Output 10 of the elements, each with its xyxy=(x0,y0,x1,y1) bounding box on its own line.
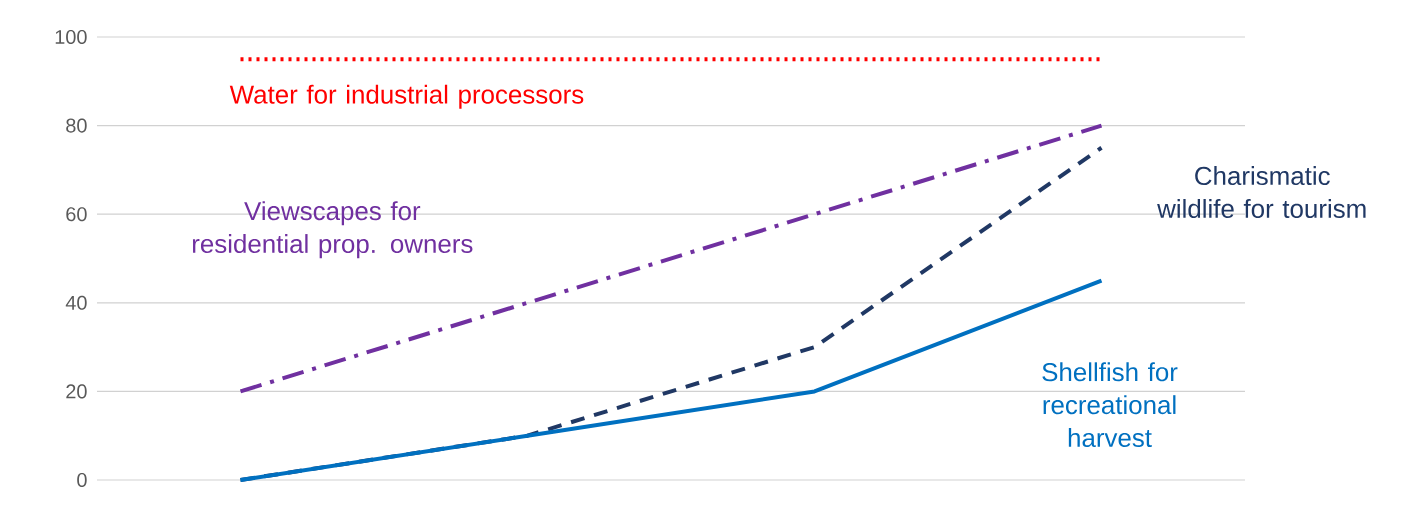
y-tick-label: 40 xyxy=(65,295,87,310)
y-tick-label: 60 xyxy=(66,207,87,222)
series-label: Water for industrial processors xyxy=(229,84,584,109)
y-tick-label: 0 xyxy=(77,472,87,488)
text: Charismatic wildlife for tourism xyxy=(1157,166,1366,218)
y-tick-label: 80 xyxy=(66,118,87,133)
text: Viewscapes for residential prop. owners xyxy=(192,201,473,259)
y-tick-label: 20 xyxy=(66,384,87,399)
text: Shellfish for recreational harvest xyxy=(1042,362,1178,448)
y-tick-label: 100 xyxy=(55,29,87,45)
